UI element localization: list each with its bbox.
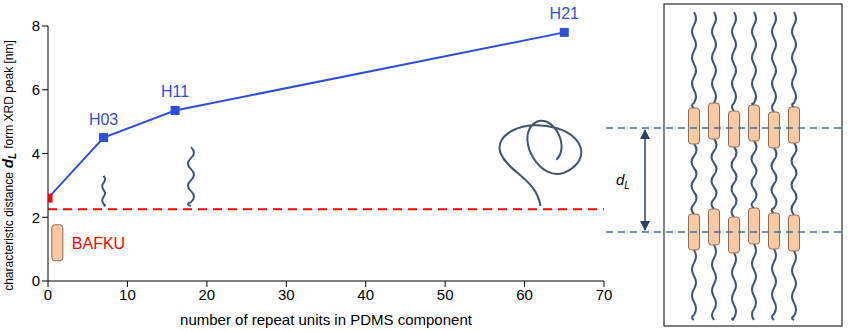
svg-text:characteristic distancedLform: characteristic distancedLform XRD peak […	[0, 40, 18, 291]
svg-text:number of repeat units in PDMS: number of repeat units in PDMS component	[180, 311, 473, 328]
svg-text:40: 40	[357, 286, 374, 303]
svg-text:60: 60	[516, 286, 533, 303]
svg-text:H03: H03	[89, 111, 118, 128]
svg-text:dL: dL	[616, 171, 630, 191]
svg-text:0: 0	[32, 272, 40, 289]
svg-text:10: 10	[119, 286, 136, 303]
svg-text:2: 2	[32, 209, 40, 226]
svg-text:20: 20	[199, 286, 216, 303]
svg-text:70: 70	[596, 286, 613, 303]
svg-text:50: 50	[437, 286, 454, 303]
svg-text:4: 4	[32, 145, 40, 162]
svg-text:0: 0	[44, 286, 52, 303]
svg-text:8: 8	[32, 17, 40, 34]
svg-text:H11: H11	[161, 83, 189, 100]
svg-text:30: 30	[278, 286, 295, 303]
svg-text:H21: H21	[550, 5, 579, 22]
svg-text:BAFKU: BAFKU	[72, 235, 125, 252]
svg-text:6: 6	[32, 81, 40, 98]
